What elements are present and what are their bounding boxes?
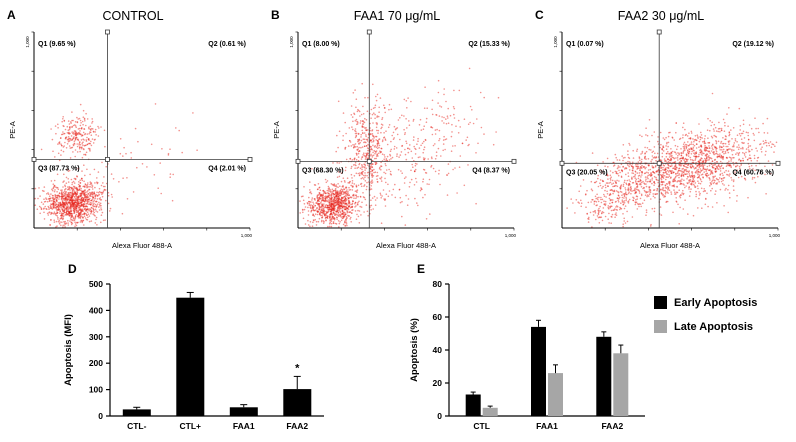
panel-B-title: FAA1 70 μg/mL bbox=[353, 9, 441, 23]
y-tick-label: 0 bbox=[437, 411, 442, 421]
bar-chart-svg: 0 100 200 300 400 500 Apoptosis (MFI) CTL- CTL+ F… bbox=[63, 279, 324, 431]
x-category-label: FAA2 bbox=[286, 421, 308, 431]
legend-swatch-late-apoptosis bbox=[654, 320, 667, 333]
panel-A-title: CONTROL bbox=[102, 9, 164, 23]
bar-chart-svg: 0 20 40 60 80 Apoptosis (%) CTL FAA1 FAA2 bbox=[409, 279, 645, 431]
legend-item-early-apoptosis: Early Apoptosis bbox=[654, 296, 757, 309]
x-category-label: FAA2 bbox=[601, 421, 623, 431]
panel-B: B FAA1 70 μg/mL Q1 (8.00 %) Q2 (15.33 %) Q… bbox=[266, 2, 528, 260]
scatter-points bbox=[566, 92, 778, 228]
bar bbox=[482, 407, 498, 417]
y-tick-label: 40 bbox=[433, 345, 443, 355]
bar bbox=[465, 394, 481, 416]
y-tick-label: 400 bbox=[89, 305, 103, 315]
bar bbox=[613, 353, 629, 416]
flow-plot-svg: Q1 (8.00 %) Q2 (15.33 %) Q3 (68.30 %) Q4 (8… bbox=[272, 29, 517, 250]
x-axis-label: Alexa Fluor 488-A bbox=[640, 241, 700, 250]
q3-label: Q3 (20.05 %) bbox=[566, 169, 608, 176]
y-max-tick-label: 1,000 bbox=[289, 36, 294, 48]
axes bbox=[295, 31, 515, 231]
bar-chart-apoptosis-percent: 0 20 40 60 80 Apoptosis (%) CTL FAA1 FAA2 bbox=[404, 270, 654, 442]
q2-label: Q2 (0.61 %) bbox=[208, 41, 246, 48]
bar bbox=[229, 407, 258, 416]
q1-label: Q1 (8.00 %) bbox=[302, 41, 340, 48]
q4-label: Q4 (8.37 %) bbox=[472, 167, 510, 174]
legend: Early Apoptosis Late Apoptosis bbox=[654, 296, 757, 344]
y-axis-label: Apoptosis (%) bbox=[409, 318, 420, 382]
y-max-tick-label: 1,000 bbox=[553, 36, 558, 48]
y-tick-label: 80 bbox=[433, 279, 443, 289]
x-category-label: CTL+ bbox=[180, 421, 202, 431]
panel-A-letter: A bbox=[7, 8, 16, 22]
y-tick-label: 300 bbox=[89, 332, 103, 342]
legend-label-late-apoptosis: Late Apoptosis bbox=[674, 320, 754, 333]
flow-plot-faa1: Q1 (8.00 %) Q2 (15.33 %) Q3 (68.30 %) Q4 (8… bbox=[268, 24, 526, 265]
legend-swatch-early-apoptosis bbox=[654, 296, 667, 309]
quadrant-gate bbox=[295, 29, 517, 228]
panel-C-title: FAA2 30 μg/mL bbox=[617, 9, 705, 23]
q1-label: Q1 (0.07 %) bbox=[566, 41, 604, 48]
panel-A: A CONTROL Q1 (9.65 %) Q2 (0.61 %) Q3 (87.7… bbox=[2, 2, 264, 260]
y-axis-label: PE-A bbox=[272, 121, 281, 139]
bar bbox=[596, 336, 612, 416]
y-tick-label: 20 bbox=[433, 378, 443, 388]
panel-B-letter: B bbox=[271, 8, 280, 22]
bar-chart-apoptosis-mfi: 0 100 200 300 400 500 Apoptosis (MFI) CTL- CTL+ F… bbox=[58, 270, 358, 442]
x-max-tick-label: 1,000 bbox=[241, 233, 253, 238]
panel-E-letter: E bbox=[417, 262, 426, 276]
x-axis-label: Alexa Fluor 488-A bbox=[112, 241, 172, 250]
q2-label: Q2 (15.33 %) bbox=[468, 41, 510, 48]
legend-label-early-apoptosis: Early Apoptosis bbox=[674, 296, 758, 309]
axes bbox=[31, 31, 251, 231]
flow-plot-svg: Q1 (9.65 %) Q2 (0.61 %) Q3 (87.73 %) Q4 (2.… bbox=[8, 29, 253, 250]
x-category-label: CTL- bbox=[127, 421, 147, 431]
x-category-label: CTL bbox=[473, 421, 490, 431]
q4-label: Q4 (60.76 %) bbox=[732, 169, 774, 176]
bar bbox=[548, 373, 563, 416]
bar bbox=[122, 409, 151, 416]
x-axis-label: Alexa Fluor 488-A bbox=[376, 241, 436, 250]
q2-label: Q2 (19.12 %) bbox=[732, 41, 774, 48]
flow-plot-control: Q1 (9.65 %) Q2 (0.61 %) Q3 (87.73 %) Q4 (2.… bbox=[4, 24, 262, 265]
bar bbox=[531, 326, 546, 416]
panel-E: E 0 20 40 60 80 Apoptosis (%) CTL FAA1 FAA2 bbox=[404, 262, 654, 442]
q1-label: Q1 (9.65 %) bbox=[38, 41, 76, 48]
q4-label: Q4 (2.01 %) bbox=[208, 165, 246, 172]
x-category-label: FAA1 bbox=[233, 421, 255, 431]
quadrant-gate bbox=[31, 29, 253, 228]
quadrant-gate bbox=[559, 29, 781, 228]
y-axis-label: Apoptosis (MFI) bbox=[63, 314, 74, 386]
bar bbox=[176, 297, 205, 416]
q3-label: Q3 (68.30 %) bbox=[302, 167, 344, 174]
y-max-tick-label: 1,000 bbox=[25, 36, 30, 48]
scatter-points bbox=[34, 103, 198, 228]
y-tick-label: 100 bbox=[89, 385, 103, 395]
flow-plot-svg: Q1 (0.07 %) Q2 (19.12 %) Q3 (20.05 %) Q4 (6… bbox=[536, 29, 781, 250]
x-category-label: FAA1 bbox=[536, 421, 558, 431]
y-tick-label: 500 bbox=[89, 279, 103, 289]
y-tick-label: 0 bbox=[98, 411, 103, 421]
panel-D: D 0 100 200 300 400 500 Apoptosis (MFI) CTL- CTL… bbox=[58, 262, 358, 442]
scatter-points bbox=[299, 67, 500, 228]
legend-item-late-apoptosis: Late Apoptosis bbox=[654, 320, 757, 333]
panel-C: C FAA2 30 μg/mL Q1 (0.07 %) Q2 (19.12 %) Q… bbox=[530, 2, 792, 260]
axes bbox=[559, 31, 779, 231]
panel-D-letter: D bbox=[68, 262, 77, 276]
y-tick-label: 200 bbox=[89, 358, 103, 368]
y-axis-label: PE-A bbox=[536, 121, 545, 139]
y-tick-label: 60 bbox=[433, 312, 443, 322]
flow-plot-faa2: Q1 (0.07 %) Q2 (19.12 %) Q3 (20.05 %) Q4 (6… bbox=[532, 24, 790, 265]
x-max-tick-label: 1,000 bbox=[505, 233, 517, 238]
q3-label: Q3 (87.73 %) bbox=[38, 165, 80, 172]
x-max-tick-label: 1,000 bbox=[769, 233, 781, 238]
panel-C-letter: C bbox=[535, 8, 544, 22]
significance-marker: * bbox=[295, 362, 300, 374]
bar bbox=[283, 389, 312, 416]
y-axis-label: PE-A bbox=[8, 121, 17, 139]
